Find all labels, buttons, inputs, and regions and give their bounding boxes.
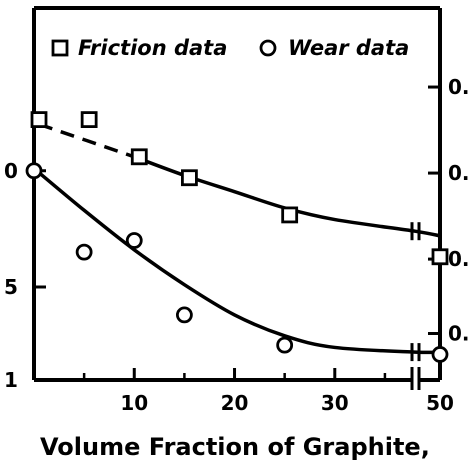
- legend-label-wear: Wear data: [288, 36, 409, 60]
- friction-data-point: [431, 248, 449, 266]
- legend-circle-marker: [259, 39, 277, 57]
- right-y-tick-label: 0.: [448, 75, 470, 99]
- wear-data-point: [125, 232, 143, 249]
- friction-data-point: [281, 206, 299, 224]
- friction-data-point: [130, 148, 148, 166]
- left-y-tick-label: 5: [4, 275, 18, 299]
- wear-fit-curve: [32, 167, 441, 355]
- wear-data-point: [75, 243, 93, 261]
- right-y-tick-label: 0.: [448, 322, 470, 346]
- right-y-tick-label: 0.: [448, 247, 470, 271]
- fit-curves: [32, 122, 441, 362]
- wear-data-point: [175, 306, 193, 324]
- data-points: [25, 111, 449, 363]
- x-axis-label: Volume Fraction of Graphite,: [40, 433, 430, 461]
- legend: Friction data Wear data: [51, 36, 409, 60]
- friction-fit-curve-dashed: [38, 122, 135, 159]
- wear-data-point: [431, 346, 449, 363]
- legend-label-friction: Friction data: [78, 36, 227, 60]
- wear-data-point: [276, 336, 294, 354]
- x-tick-label: 10: [120, 391, 148, 415]
- legend-square-marker: [51, 39, 69, 57]
- left-y-tick-label: 0: [4, 159, 18, 183]
- wear-data-point: [25, 162, 43, 180]
- x-tick-label: 30: [321, 391, 349, 415]
- friction-fit-curve: [133, 155, 441, 238]
- x-tick-label: 50: [426, 391, 454, 415]
- friction-data-point: [30, 111, 48, 128]
- x-tick-label: 20: [221, 391, 249, 415]
- friction-data-point: [181, 169, 198, 187]
- right-y-tick-label: 0.: [448, 161, 470, 185]
- left-y-tick-label: 1: [4, 368, 18, 392]
- friction-data-point: [80, 111, 98, 128]
